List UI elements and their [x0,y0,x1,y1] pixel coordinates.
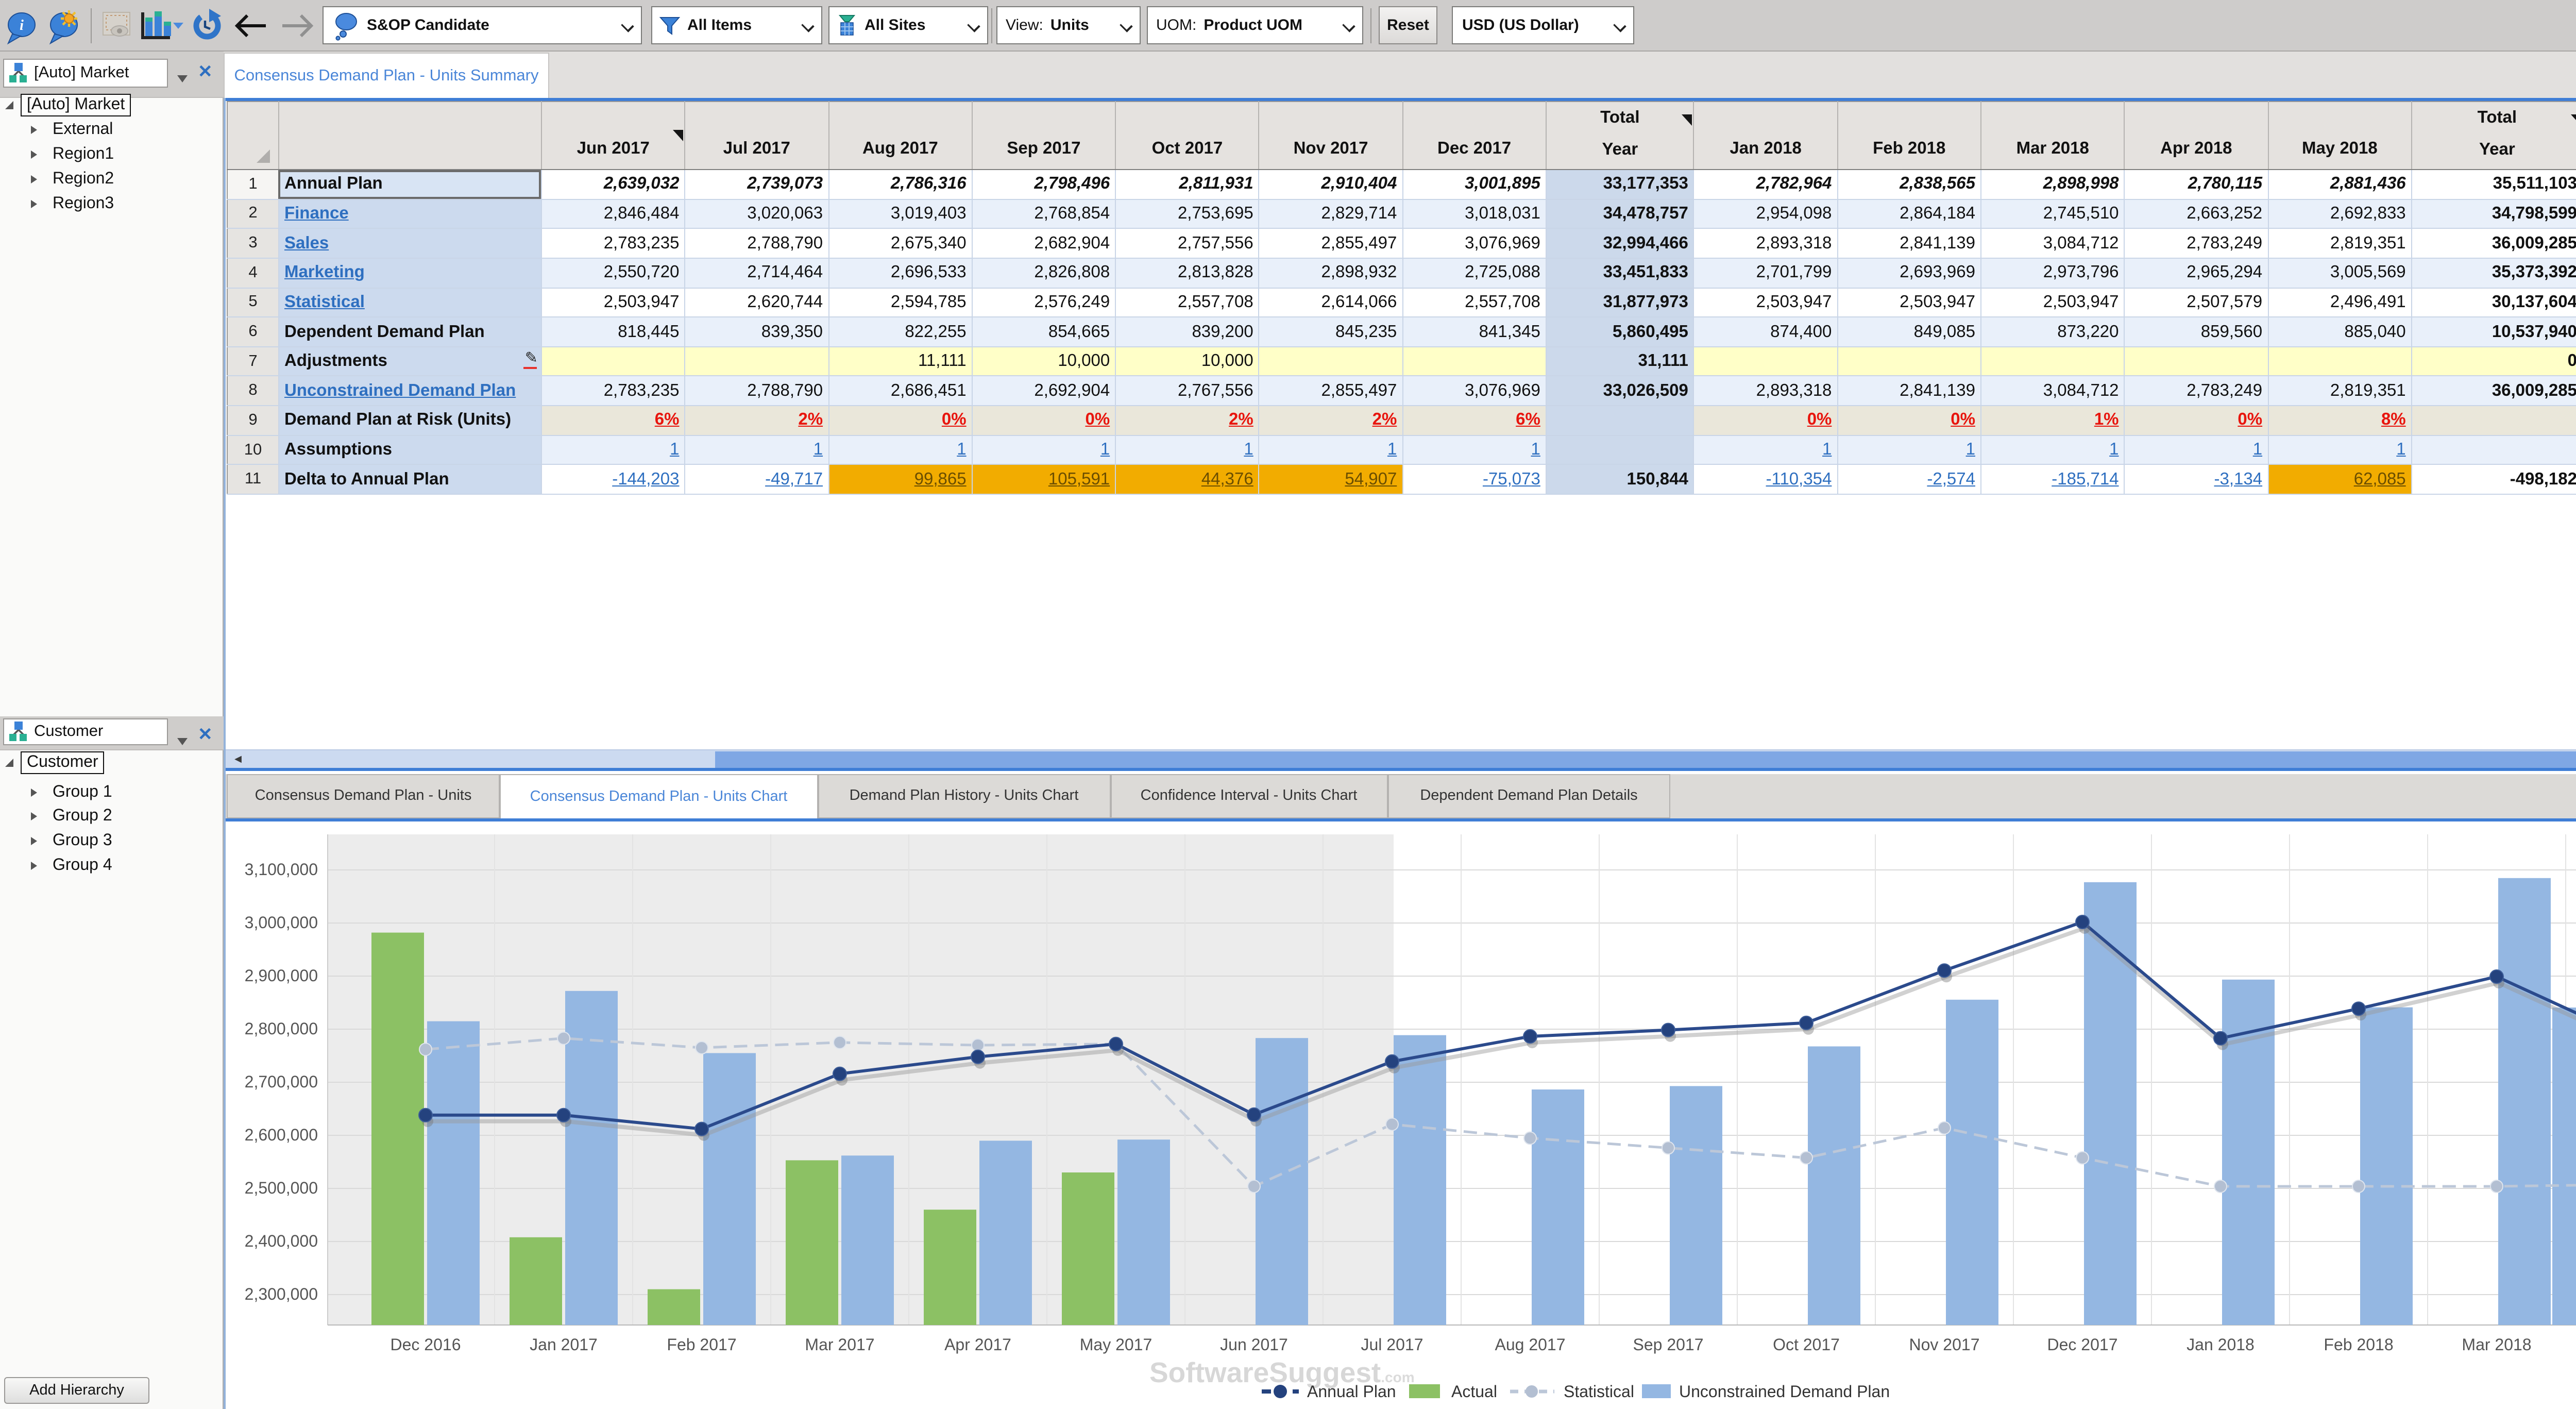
svg-text:Dec 2017: Dec 2017 [2047,1335,2118,1354]
svg-text:Actual: Actual [1451,1382,1497,1401]
svg-text:Dec 2016: Dec 2016 [391,1335,461,1354]
svg-text:Annual Plan: Annual Plan [1307,1382,1396,1401]
svg-text:2,900,000: 2,900,000 [245,966,318,985]
svg-text:3,000,000: 3,000,000 [245,913,318,932]
svg-text:Feb 2017: Feb 2017 [667,1335,736,1354]
svg-text:Jun 2017: Jun 2017 [1220,1335,1288,1354]
svg-text:Jan 2018: Jan 2018 [2187,1335,2255,1354]
svg-text:2,600,000: 2,600,000 [245,1126,318,1144]
svg-text:2,700,000: 2,700,000 [245,1072,318,1091]
svg-text:Sep 2017: Sep 2017 [1633,1335,1703,1354]
svg-text:Aug 2017: Aug 2017 [1495,1335,1565,1354]
svg-text:Nov 2017: Nov 2017 [1909,1335,1980,1354]
svg-text:Unconstrained Demand Plan: Unconstrained Demand Plan [1679,1382,1890,1401]
svg-text:Mar 2018: Mar 2018 [2462,1335,2531,1354]
svg-text:SoftwareSuggest.com: SoftwareSuggest.com [1149,1356,1415,1388]
svg-text:Jul 2017: Jul 2017 [1361,1335,1423,1354]
svg-text:May 2017: May 2017 [1080,1335,1153,1354]
svg-text:Oct 2017: Oct 2017 [1773,1335,1840,1354]
svg-text:2,500,000: 2,500,000 [245,1179,318,1197]
svg-text:i: i [20,18,24,33]
svg-text:3,100,000: 3,100,000 [245,860,318,879]
svg-text:Mar 2017: Mar 2017 [805,1335,874,1354]
svg-text:Apr 2017: Apr 2017 [944,1335,1011,1354]
svg-text:Feb 2018: Feb 2018 [2324,1335,2393,1354]
svg-text:2,300,000: 2,300,000 [245,1285,318,1303]
svg-text:2,800,000: 2,800,000 [245,1019,318,1038]
svg-text:Statistical: Statistical [1564,1382,1634,1401]
svg-text:Jan 2017: Jan 2017 [530,1335,598,1354]
svg-text:2,400,000: 2,400,000 [245,1232,318,1250]
